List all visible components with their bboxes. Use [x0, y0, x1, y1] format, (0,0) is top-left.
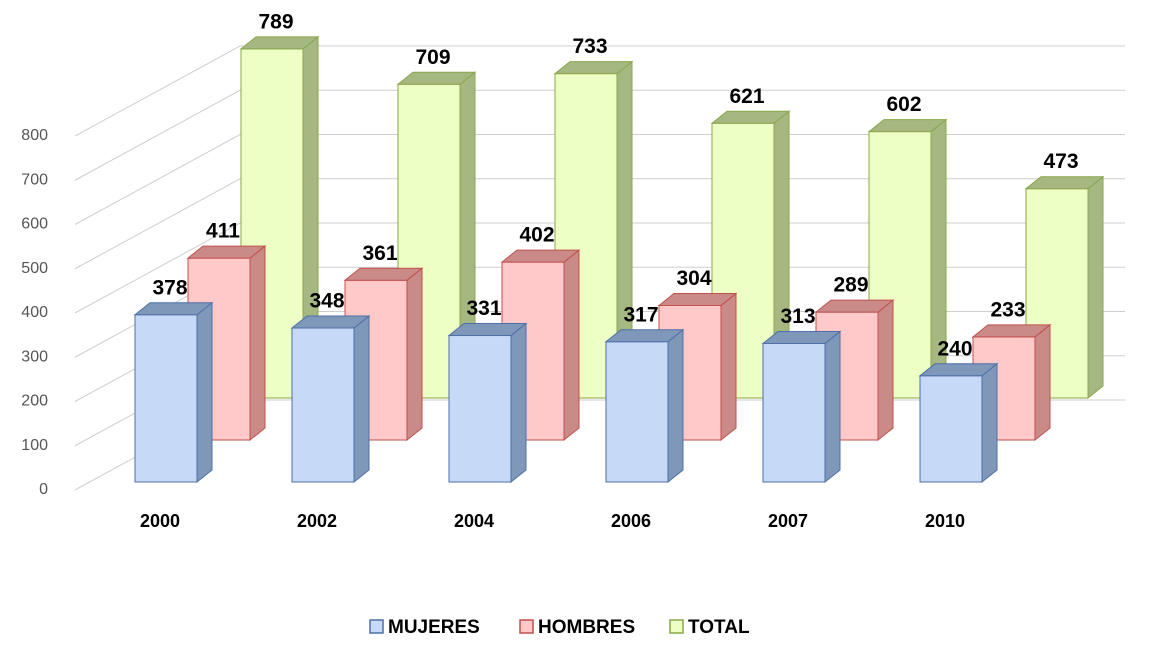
- bar-side: [510, 322, 527, 484]
- data-label: 240: [937, 337, 972, 360]
- y-tick-label: 800: [21, 127, 48, 144]
- y-tick-label: 0: [39, 481, 48, 498]
- legend-label: MUJERES: [388, 617, 480, 638]
- bar-side: [1087, 175, 1104, 400]
- data-label: 361: [362, 242, 397, 265]
- bar-top: [500, 249, 581, 263]
- grid-line: [74, 89, 1125, 181]
- bar-side: [667, 328, 684, 484]
- bar-top: [239, 36, 320, 50]
- bar-top: [814, 299, 895, 313]
- data-label: 411: [206, 220, 240, 243]
- y-tick-label: 500: [21, 260, 48, 277]
- bar-top: [710, 110, 791, 124]
- bar-side: [720, 292, 737, 442]
- data-label: 602: [886, 93, 921, 116]
- data-label: 348: [309, 290, 344, 313]
- grid-line: [74, 178, 1125, 270]
- bar-top: [186, 245, 267, 259]
- bar-top: [553, 61, 634, 75]
- bar-side: [877, 299, 894, 442]
- bar-top: [1024, 176, 1105, 190]
- x-tick-label: 2002: [297, 511, 337, 531]
- bar-top: [133, 302, 214, 316]
- data-label: 402: [519, 224, 554, 247]
- bar-side: [353, 314, 370, 484]
- legend-label: HOMBRES: [538, 617, 635, 638]
- grid-line: [74, 134, 1125, 225]
- data-label: 789: [258, 10, 293, 33]
- bar-top: [657, 292, 738, 306]
- x-tick-label: 2010: [925, 511, 965, 531]
- bar-top: [761, 330, 842, 344]
- data-label: 233: [990, 298, 1025, 321]
- legend-label: TOTAL: [688, 617, 750, 638]
- bar-top: [396, 71, 477, 85]
- bar-top: [971, 324, 1052, 338]
- bar-top: [918, 363, 999, 377]
- data-label: 733: [572, 35, 607, 58]
- bar-top: [604, 329, 685, 343]
- data-label: 378: [152, 276, 187, 299]
- data-label: 313: [780, 305, 815, 328]
- legend-swatch: [519, 619, 534, 634]
- y-tick-label: 100: [21, 437, 48, 454]
- bar-top: [343, 267, 424, 281]
- x-tick-label: 2000: [140, 511, 180, 531]
- bar-side: [406, 267, 423, 442]
- grid-line: [74, 222, 1125, 314]
- legend-swatch: [369, 619, 384, 634]
- y-tick-label: 300: [21, 348, 48, 365]
- y-tick-label: 600: [21, 216, 48, 233]
- bar-top: [447, 323, 528, 337]
- data-label: 473: [1043, 150, 1078, 173]
- x-tick-label: 2007: [768, 511, 808, 531]
- bar-side: [824, 330, 841, 484]
- data-label: 621: [729, 85, 764, 108]
- legend-swatch: [669, 619, 684, 634]
- data-label: 709: [415, 46, 450, 69]
- data-label: 304: [676, 267, 711, 290]
- y-tick-label: 700: [21, 171, 48, 188]
- bar: [448, 335, 512, 483]
- data-label: 317: [623, 303, 658, 326]
- y-tick-label: 200: [21, 393, 48, 410]
- bar-side: [249, 245, 266, 442]
- bar: [762, 342, 826, 483]
- bar-side: [563, 249, 580, 442]
- bar-side: [1034, 323, 1051, 442]
- bar-side: [196, 301, 213, 484]
- data-label: 331: [466, 297, 501, 320]
- bar: [605, 341, 669, 483]
- bar-top: [290, 315, 371, 329]
- bar: [134, 314, 198, 483]
- data-label: 289: [833, 274, 868, 297]
- bar-top: [867, 119, 948, 133]
- y-tick-label: 400: [21, 304, 48, 321]
- grid-line: [74, 45, 1125, 137]
- x-tick-label: 2006: [611, 511, 651, 531]
- x-tick-label: 2004: [454, 511, 494, 531]
- bar-side: [981, 362, 998, 484]
- bar: [919, 375, 983, 483]
- bar: [291, 327, 355, 483]
